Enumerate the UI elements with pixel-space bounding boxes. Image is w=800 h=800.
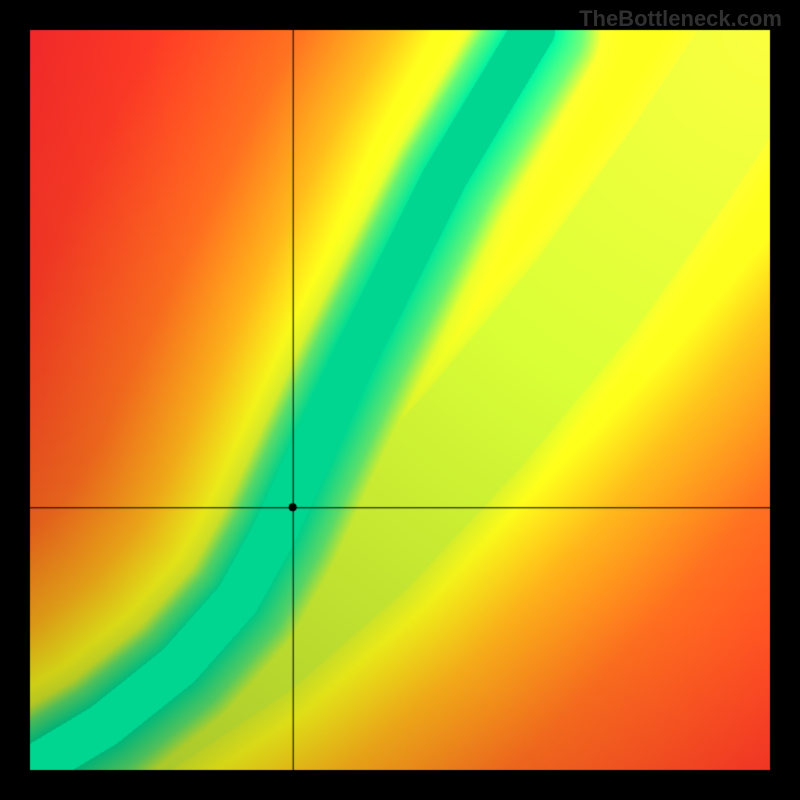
bottleneck-heatmap-container: TheBottleneck.com: [0, 0, 800, 800]
bottleneck-heatmap-canvas: [0, 0, 800, 800]
